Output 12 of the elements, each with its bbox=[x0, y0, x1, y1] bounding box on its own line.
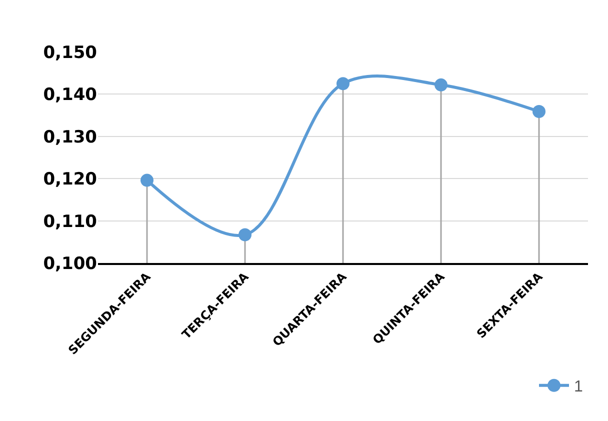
y-tick-label: 0,130 bbox=[43, 127, 98, 148]
point bbox=[140, 174, 154, 187]
y-tick-label: 0,150 bbox=[43, 42, 98, 63]
y-tick-label: 0,110 bbox=[43, 212, 98, 232]
point bbox=[532, 105, 546, 118]
y-tick-label: 0,100 bbox=[43, 254, 98, 274]
point bbox=[238, 228, 252, 242]
y-tick-label: 0,120 bbox=[43, 170, 98, 190]
point bbox=[336, 77, 350, 90]
y-tick-label: 0,140 bbox=[43, 85, 98, 106]
point bbox=[434, 78, 448, 92]
legend-label: 1 bbox=[574, 378, 583, 396]
